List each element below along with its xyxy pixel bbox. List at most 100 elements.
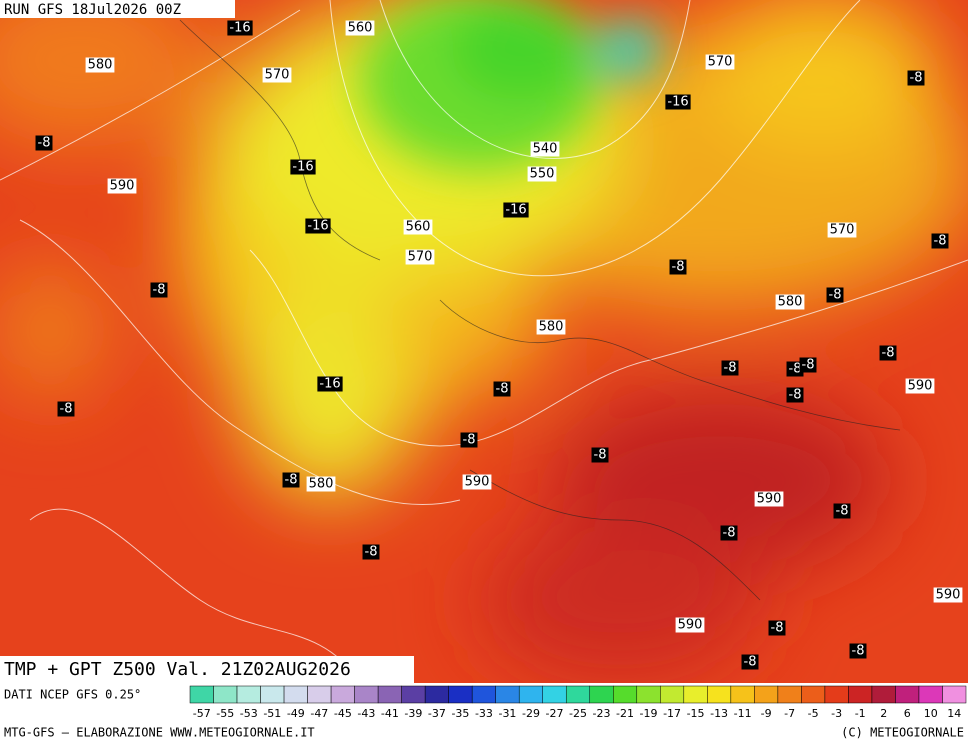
- temperature-label: -8: [496, 382, 509, 397]
- height-label: 590: [908, 379, 933, 394]
- temperature-label: -16: [667, 95, 688, 110]
- label-box: [833, 503, 851, 519]
- legend-label: -31: [498, 707, 516, 720]
- label-box: [290, 159, 316, 175]
- label-box: [405, 249, 435, 265]
- height-label: 580: [539, 320, 564, 335]
- legend-swatch: [801, 685, 826, 704]
- legend-label: -51: [263, 707, 281, 720]
- temperature-label: -16: [307, 219, 328, 234]
- label-box: [931, 233, 949, 249]
- height-label: 580: [88, 58, 113, 73]
- legend-swatch: [660, 685, 685, 704]
- legend-swatch: [424, 685, 449, 704]
- label-box: [775, 294, 805, 310]
- label-box: [317, 376, 343, 392]
- legend-swatch: [401, 685, 426, 704]
- legend-swatch: [518, 685, 543, 704]
- legend-swatch: [236, 685, 261, 704]
- legend-swatch: [354, 685, 379, 704]
- legend-swatch: [942, 685, 967, 704]
- run-label: RUN GFS 18Jul2026 00Z: [4, 2, 181, 18]
- legend-swatch: [707, 685, 732, 704]
- label-box: [768, 620, 786, 636]
- legend-label: -1: [855, 707, 866, 720]
- temperature-label: -8: [365, 545, 378, 560]
- credit-left: MTG-GFS — ELABORAZIONE WWW.METEOGIORNALE…: [4, 726, 315, 740]
- legend-swatch: [189, 685, 214, 704]
- temperature-label: -8: [463, 433, 476, 448]
- temperature-label: -8: [789, 362, 802, 377]
- legend-swatch: [565, 685, 591, 704]
- label-box: [933, 587, 963, 603]
- map-title: TMP + GPT Z500 Val. 21Z02AUG2026: [4, 659, 351, 680]
- label-box: [282, 472, 300, 488]
- legend-swatch: [730, 685, 755, 704]
- label-box: [849, 643, 867, 659]
- legend-label: -19: [640, 707, 658, 720]
- title-box: [0, 656, 414, 683]
- legend-label: -33: [475, 707, 493, 720]
- label-box: [85, 57, 115, 73]
- legend-label: -9: [761, 707, 772, 720]
- label-box: [305, 218, 331, 234]
- legend-swatch: [213, 685, 238, 704]
- label-box: [754, 491, 784, 507]
- source-label: DATI NCEP GFS 0.25°: [4, 688, 141, 702]
- label-box: [675, 617, 705, 633]
- legend-swatch: [283, 685, 308, 704]
- legend-swatch: [330, 685, 355, 704]
- legend-label: 6: [904, 707, 911, 720]
- height-label: 590: [757, 492, 782, 507]
- temperature-label: -8: [724, 361, 737, 376]
- legend-swatch: [895, 685, 920, 704]
- legend-label: -11: [734, 707, 752, 720]
- label-box: [345, 20, 375, 36]
- legend-swatch: [589, 685, 614, 704]
- legend-swatch: [918, 685, 943, 704]
- label-box: [503, 202, 529, 218]
- label-box: [669, 259, 687, 275]
- height-label: 570: [265, 68, 290, 83]
- legend-swatch: [307, 685, 332, 704]
- height-label: 590: [465, 475, 490, 490]
- label-box: [741, 654, 759, 670]
- temperature-label: -8: [829, 288, 842, 303]
- legend-label: -13: [710, 707, 728, 720]
- temperature-label: -8: [672, 260, 685, 275]
- height-label: 590: [110, 179, 135, 194]
- legend-label: -53: [240, 707, 258, 720]
- credit-right: (C) METEOGIORNALE: [841, 726, 964, 740]
- label-box: [720, 525, 738, 541]
- legend-swatch: [495, 685, 520, 704]
- temperature-label: -16: [292, 160, 313, 175]
- label-box: [107, 178, 137, 194]
- label-box: [227, 20, 253, 36]
- legend-swatch: [613, 685, 638, 704]
- legend-label: -35: [451, 707, 469, 720]
- legend-label: -25: [569, 707, 587, 720]
- temperature-label: -8: [852, 644, 865, 659]
- label-box: [493, 381, 511, 397]
- label-box: [705, 54, 735, 70]
- label-box: [460, 432, 478, 448]
- legend-swatch: [448, 685, 473, 704]
- legend-label: -37: [428, 707, 446, 720]
- legend-swatch: [542, 685, 567, 704]
- legend-label: -57: [193, 707, 211, 720]
- legend-swatch: [777, 685, 802, 704]
- legend-label: -39: [404, 707, 422, 720]
- legend-swatch: [848, 685, 873, 704]
- label-box: [527, 166, 557, 182]
- temperature-label: -8: [60, 402, 73, 417]
- temperature-label: -8: [934, 234, 947, 249]
- height-label: 590: [936, 588, 961, 603]
- temperature-label: -8: [789, 388, 802, 403]
- legend-swatch: [683, 685, 708, 704]
- temperature-label: -8: [910, 71, 923, 86]
- temperature-label: -16: [319, 377, 340, 392]
- label-box: [35, 135, 53, 151]
- label-box: [57, 401, 75, 417]
- label-box: [879, 345, 897, 361]
